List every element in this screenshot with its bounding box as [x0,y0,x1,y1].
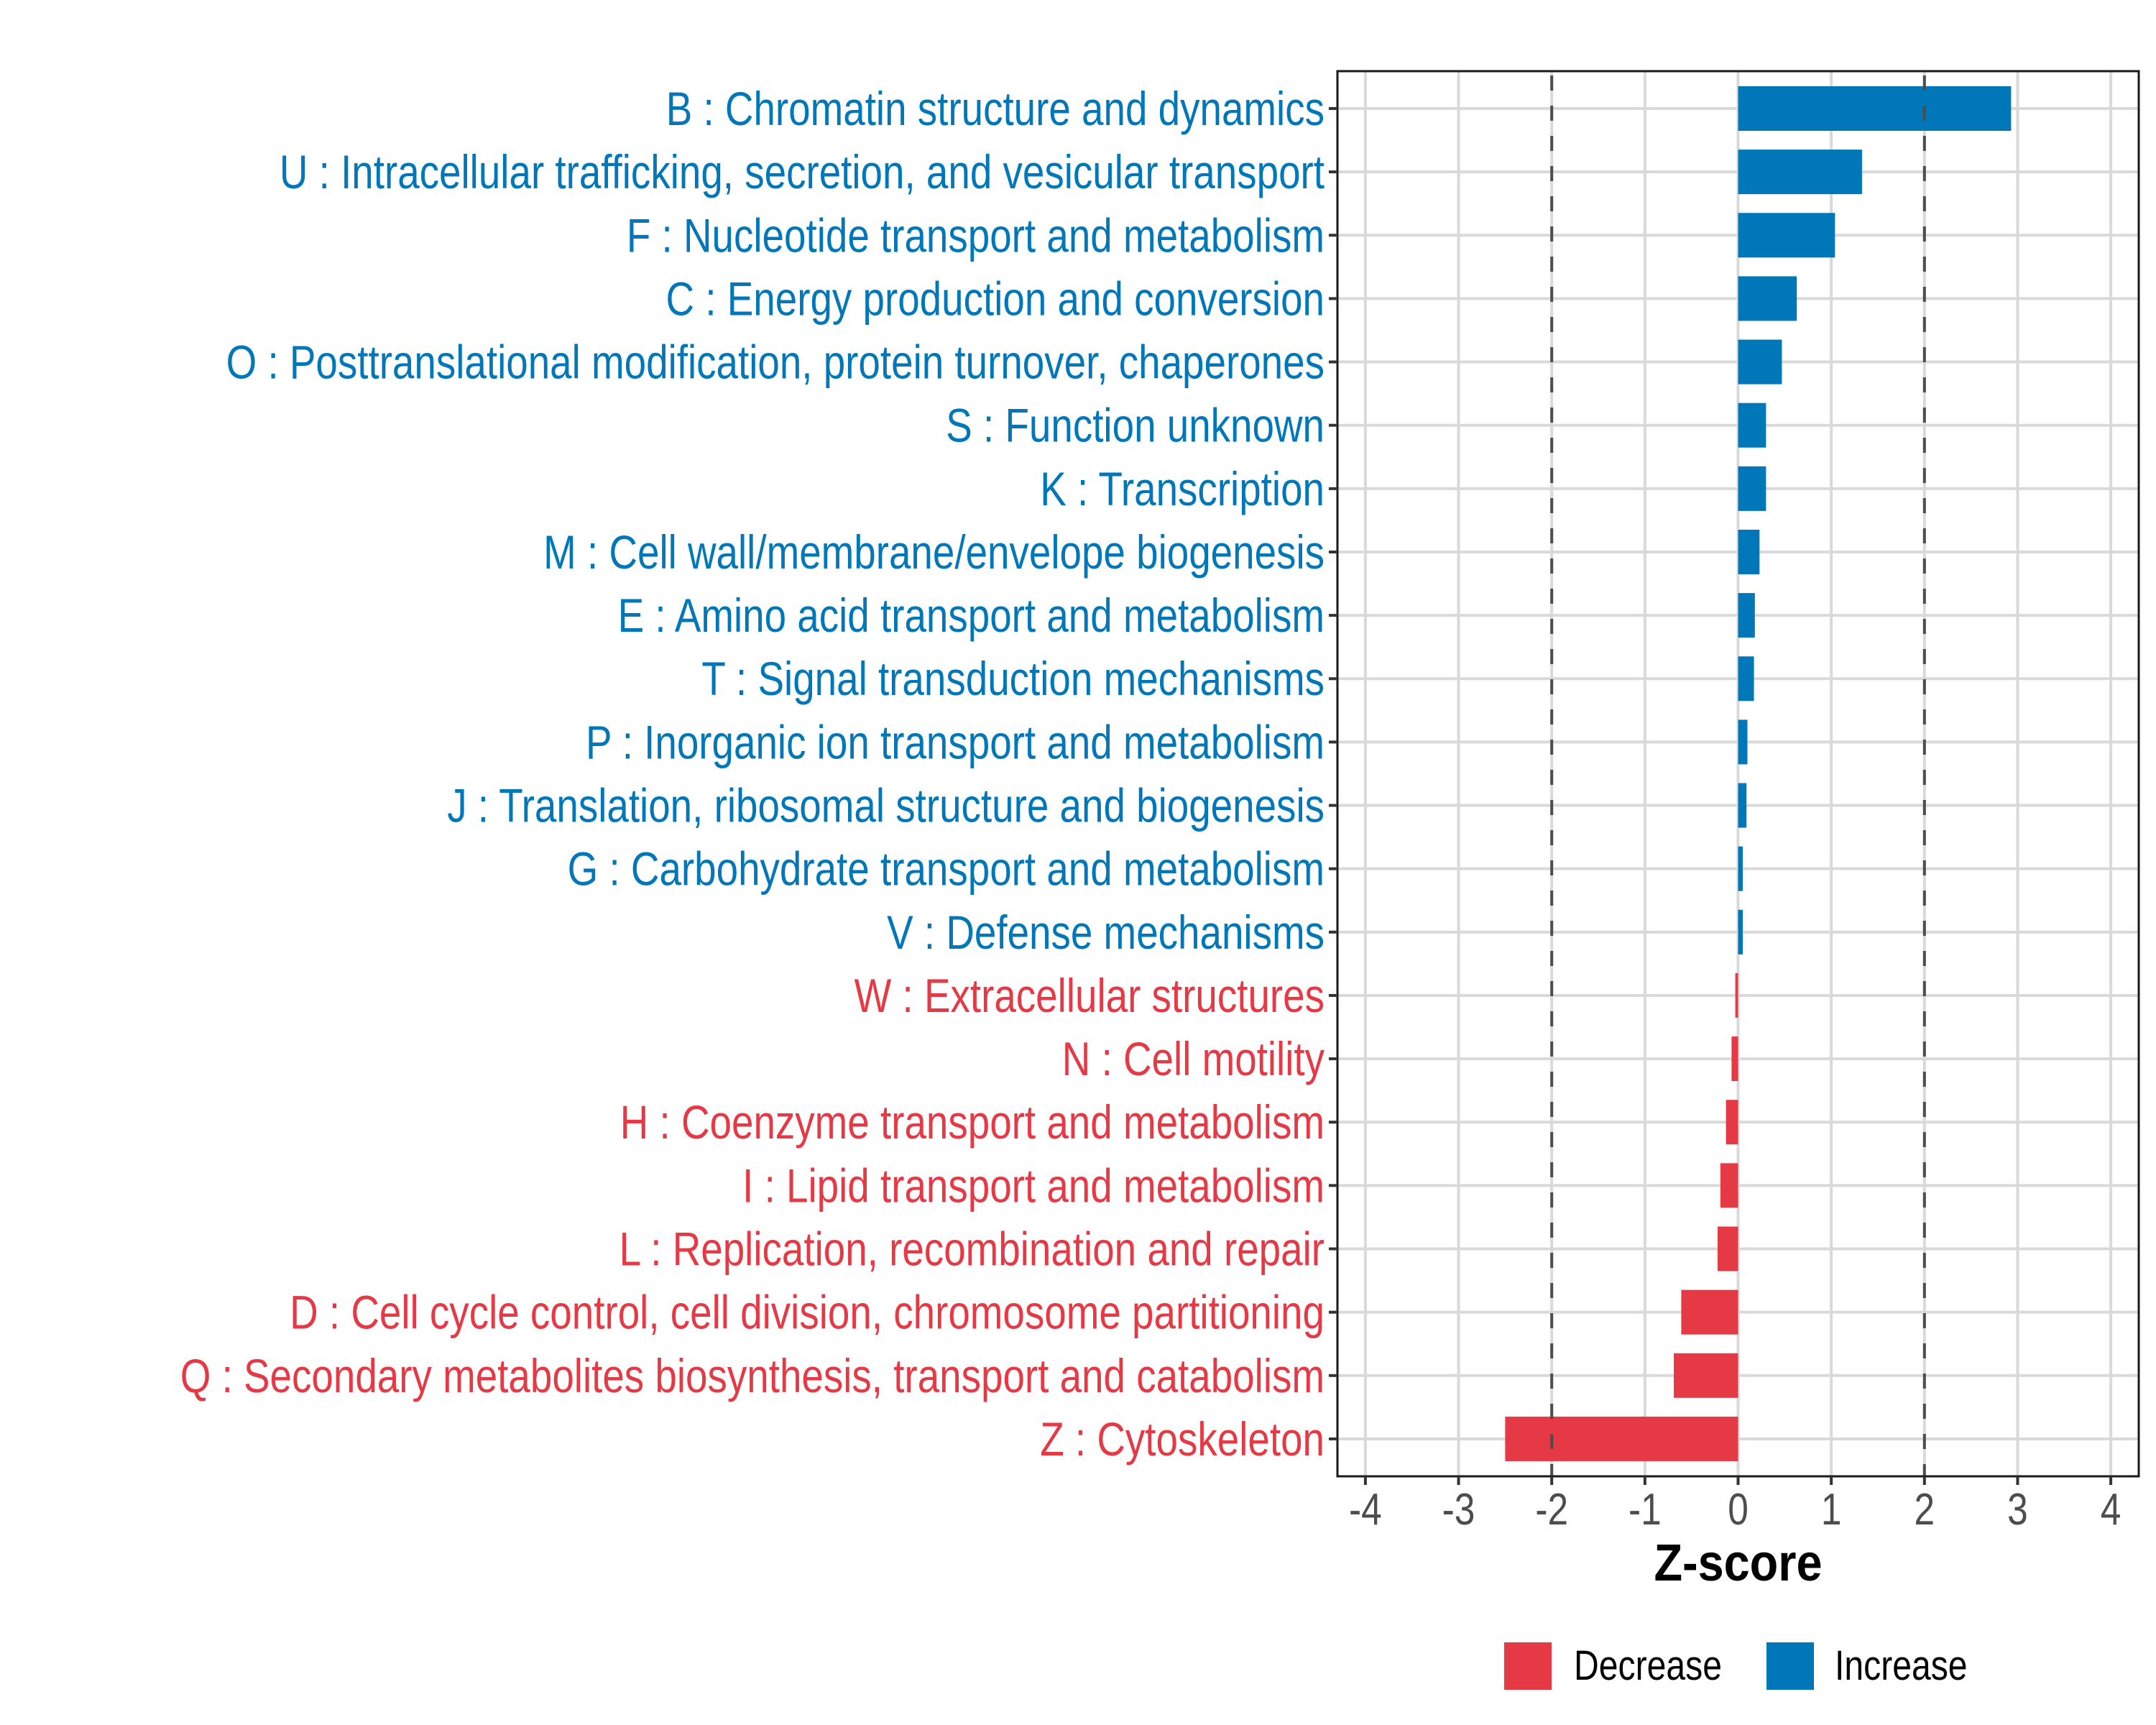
bar [1738,529,1760,574]
category-label: U : Intracellular trafficking, secretion… [280,145,1325,198]
x-axis-ticks [1363,1476,2113,1485]
legend-key-increase [1766,1642,1814,1690]
x-tick-label: 3 [2007,1485,2028,1535]
category-label: T : Signal transduction mechanisms [701,652,1325,705]
bar [1505,1416,1738,1461]
category-label: D : Cell cycle control, cell division, c… [290,1286,1325,1339]
legend-key-decrease [1504,1642,1552,1690]
x-tick-label: 2 [1914,1485,1935,1535]
category-label: P : Inorganic ion transport and metaboli… [586,716,1325,769]
category-label: N : Cell motility [1062,1032,1325,1085]
category-label: Q : Secondary metabolites biosynthesis, … [180,1349,1325,1402]
bar [1717,1226,1738,1271]
bar [1738,339,1782,385]
bar [1738,466,1766,511]
category-label: V : Defense mechanisms [887,906,1325,959]
reference-lines [1550,71,1926,1476]
category-label: C : Energy production and conversion [666,272,1325,326]
x-tick-label: -4 [1349,1485,1382,1535]
bar [1738,86,2012,131]
bar [1738,719,1748,765]
category-label: G : Carbohydrate transport and metabolis… [568,842,1325,896]
y-axis-ticks [1329,107,1337,1440]
x-tick-label: 4 [2101,1485,2122,1535]
bar [1726,1100,1738,1145]
category-label: O : Posttranslational modification, prot… [226,336,1325,389]
category-label: L : Replication, recombination and repai… [619,1223,1325,1276]
bar [1738,276,1797,321]
x-tick-label: 0 [1728,1485,1749,1535]
category-label: B : Chromatin structure and dynamics [666,82,1325,135]
category-label: S : Function unknown [946,399,1325,452]
category-label: J : Translation, ribosomal structure and… [447,779,1325,832]
category-label: E : Amino acid transport and metabolism [618,589,1325,642]
legend: Decrease Increase [1504,1642,1968,1690]
category-label: Z : Cytoskeleton [1040,1412,1325,1466]
legend-label-decrease: Decrease [1574,1643,1722,1689]
category-label: W : Extracellular structures [854,969,1325,1022]
y-axis-category-labels: B : Chromatin structure and dynamics U : … [180,82,1325,1466]
x-axis-title: Z-score [1654,1534,1822,1592]
bar [1738,593,1755,638]
bar [1720,1163,1738,1208]
x-axis-tick-labels: -4 -3 -2 -1 0 1 2 3 4 [1349,1485,2121,1535]
bar [1738,656,1754,702]
bar [1738,402,1766,448]
bar [1735,972,1738,1018]
bar [1738,213,1835,258]
bar [1681,1289,1738,1335]
bar [1738,846,1743,891]
bars [1505,86,2012,1461]
bar [1738,909,1743,954]
category-label: F : Nucleotide transport and metabolism [627,208,1325,262]
x-tick-label: -2 [1535,1485,1568,1535]
bar [1738,783,1747,828]
x-tick-label: -1 [1628,1485,1662,1535]
legend-label-increase: Increase [1835,1643,1968,1689]
bar [1731,1036,1738,1082]
bar [1674,1353,1738,1398]
category-label: H : Coenzyme transport and metabolism [620,1095,1325,1149]
x-tick-label: 1 [1821,1485,1842,1535]
x-tick-label: -3 [1442,1485,1475,1535]
category-label: M : Cell wall/membrane/envelope biogenes… [543,525,1325,579]
bar [1738,150,1862,195]
category-label: K : Transcription [1040,462,1325,515]
category-label: I : Lipid transport and metabolism [742,1159,1325,1213]
